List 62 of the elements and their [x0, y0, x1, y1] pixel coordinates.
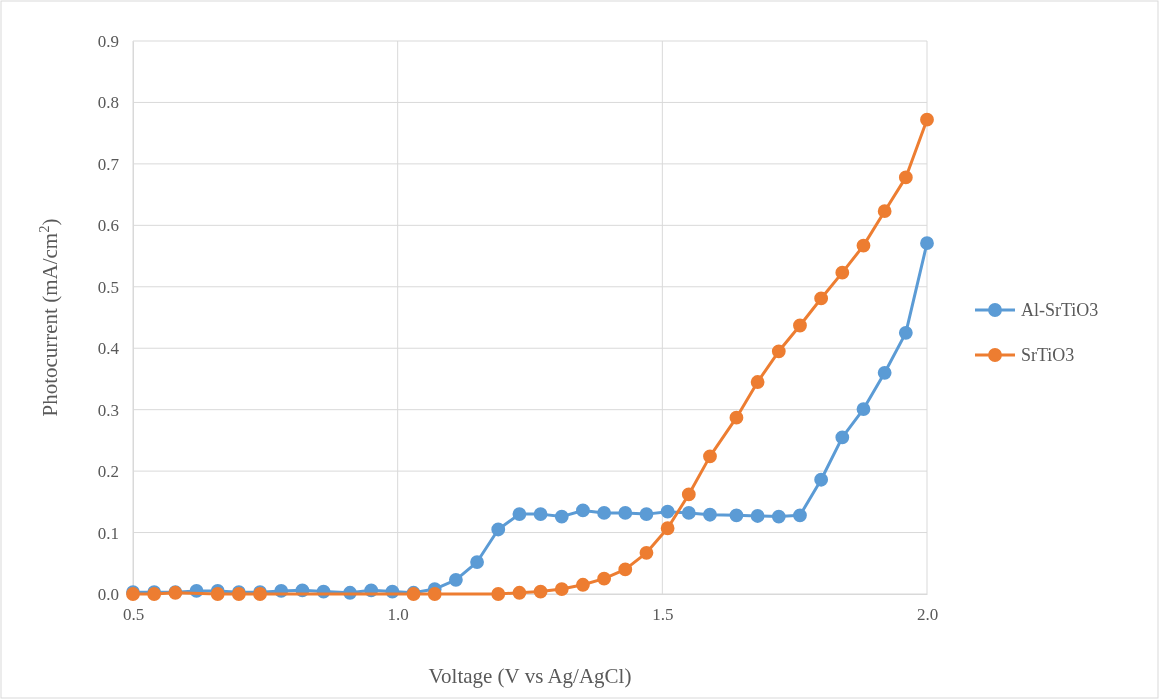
point	[576, 577, 590, 592]
point	[729, 410, 744, 425]
point	[554, 582, 569, 596]
y-tick-label: 0.9	[97, 31, 119, 51]
point	[877, 365, 892, 380]
point	[898, 325, 913, 340]
y-tick-label: 0.4	[97, 339, 120, 359]
point	[512, 585, 527, 600]
point	[491, 587, 506, 601]
point	[835, 265, 850, 280]
point	[491, 522, 506, 537]
point	[427, 587, 442, 601]
y-tick-label: 0.5	[97, 277, 119, 297]
point	[660, 504, 675, 519]
point	[681, 487, 696, 502]
point	[512, 507, 527, 522]
point	[576, 503, 590, 518]
point	[597, 506, 612, 520]
point	[639, 545, 654, 560]
point	[448, 572, 463, 587]
point	[750, 375, 765, 389]
point	[898, 170, 913, 185]
legend-label: SrTiO3	[1021, 345, 1075, 365]
point	[660, 521, 675, 536]
y-tick-label: 0.1	[97, 523, 119, 543]
point	[835, 430, 850, 445]
point	[920, 236, 934, 251]
y-tick-label: 0.2	[97, 462, 119, 482]
y-tick-label: 0.6	[97, 216, 119, 236]
x-axis-title: Voltage (V vs Ag/AgCl)	[428, 664, 632, 688]
point	[771, 344, 786, 359]
point	[920, 112, 934, 127]
point	[877, 204, 892, 219]
x-tick-label: 2.0	[916, 605, 939, 625]
point	[814, 472, 829, 487]
point	[793, 508, 807, 523]
x-tick-label: 1.0	[387, 605, 409, 625]
y-tick-label: 0.3	[97, 400, 119, 420]
point	[470, 555, 484, 569]
point	[793, 318, 807, 333]
point	[750, 509, 765, 523]
point	[814, 291, 829, 306]
y-tick-label: 0.8	[97, 93, 119, 113]
y-tick-label: 0.7	[97, 154, 120, 174]
x-tick-label: 0.5	[122, 605, 145, 625]
point	[597, 571, 612, 586]
y-tick-label: 0.0	[97, 584, 119, 604]
point	[856, 238, 871, 253]
x-tick-label: 1.5	[652, 605, 674, 625]
point	[703, 507, 717, 522]
legend-label: Al-SrTiO3	[1021, 300, 1099, 320]
point	[681, 506, 696, 520]
point	[729, 508, 744, 523]
point	[703, 449, 717, 464]
point	[533, 507, 548, 522]
point	[856, 402, 871, 416]
point	[618, 562, 633, 577]
point	[639, 507, 654, 522]
point	[554, 509, 569, 524]
point	[533, 584, 548, 599]
point	[771, 509, 786, 524]
point	[618, 506, 633, 520]
